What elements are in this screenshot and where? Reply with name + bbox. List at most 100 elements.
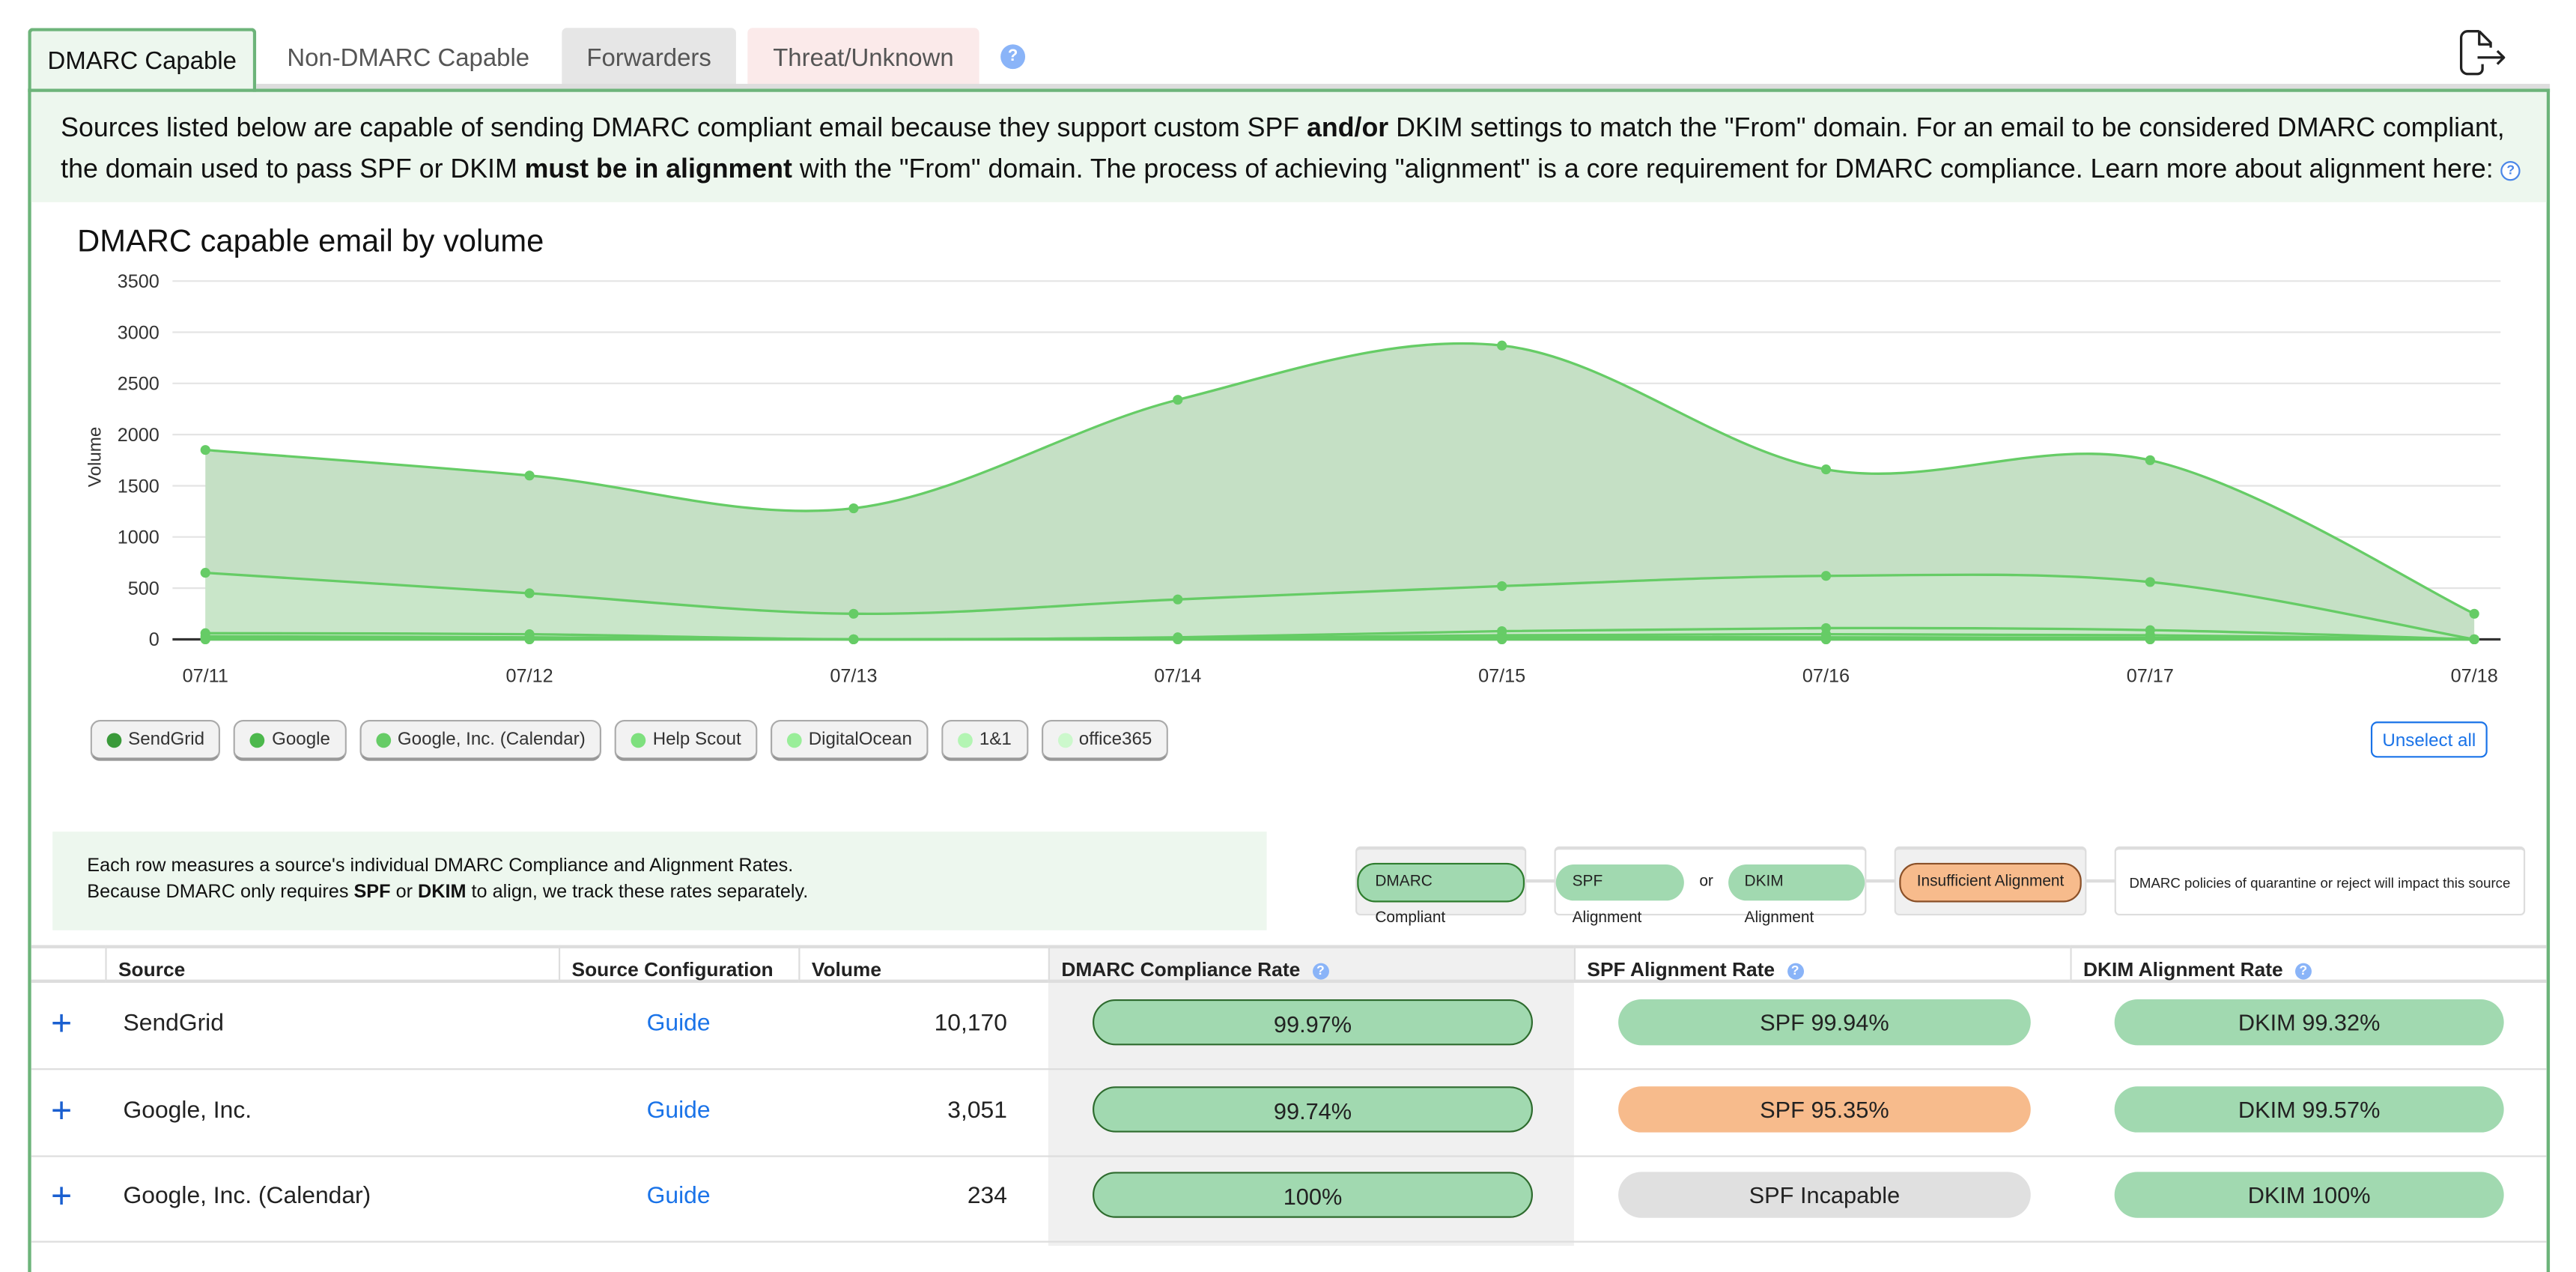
data-point[interactable]	[200, 445, 210, 455]
y-tick-label: 3000	[118, 322, 160, 343]
data-point[interactable]	[2145, 634, 2155, 645]
data-point[interactable]	[2469, 634, 2479, 645]
banner-bold: must be in alignment	[524, 154, 792, 184]
expand-row-icon[interactable]: +	[51, 1088, 73, 1130]
main-panel	[28, 88, 2551, 1272]
help-icon[interactable]: ?	[1787, 963, 1804, 980]
table-row[interactable]: + Google, Inc. (Calendar) Guide 234 100%…	[31, 1155, 2547, 1243]
legend-chip-digitalocean[interactable]: DigitalOcean	[771, 719, 929, 761]
chart-title: DMARC capable email by volume	[77, 225, 544, 260]
legend-dot-icon	[106, 732, 122, 748]
dkim-alignment-pill: DKIM 100%	[2114, 1172, 2504, 1218]
data-point[interactable]	[524, 588, 535, 599]
data-point[interactable]	[1820, 464, 1832, 475]
spf-alignment-pill: SPF Alignment	[1555, 863, 1685, 926]
y-tick-label: 1500	[118, 476, 160, 497]
banner-text: DKIM settings to match the "From" domain…	[61, 113, 2505, 184]
alignment-help-icon[interactable]: ?	[2500, 160, 2521, 181]
data-point[interactable]	[1173, 395, 1183, 405]
dkim-alignment-pill: DKIM 99.57%	[2114, 1085, 2504, 1132]
rates-info-box: Each row measures a source's individual …	[52, 832, 1267, 930]
help-icon[interactable]: ?	[1000, 44, 1026, 70]
header-dmarc-compliance-rate[interactable]: DMARC Compliance Rate ?	[1048, 945, 1574, 984]
spf-alignment-pill: SPF 99.94%	[1618, 999, 2031, 1046]
legend-chip-google[interactable]: Google	[234, 719, 347, 761]
volume-value: 3,051	[947, 1097, 1007, 1124]
dmarc-compliant-pill: DMARC Compliant	[1357, 861, 1525, 926]
data-point[interactable]	[1497, 581, 1507, 591]
data-point[interactable]	[1820, 634, 1832, 645]
header-volume[interactable]: Volume	[798, 945, 1048, 984]
info-line: Each row measures a source's individual …	[87, 856, 794, 876]
y-tick-label: 2000	[118, 425, 160, 446]
legend-label: 1&1	[979, 730, 1012, 750]
legend-chip-help-scout[interactable]: Help Scout	[615, 719, 758, 761]
guide-link[interactable]: Guide	[646, 1011, 711, 1038]
insufficient-alignment-pill: Insufficient Alignment	[1898, 861, 2083, 902]
volume-chart: 3500 3000 2500 2000 1500 1000 500 0 07/11 07/12 07…	[118, 271, 2501, 687]
guide-link[interactable]: Guide	[646, 1097, 711, 1124]
expand-column-header	[31, 945, 106, 984]
legend-compliant-box: DMARC Compliant	[1355, 846, 1527, 926]
tab-threat-unknown[interactable]: Threat/Unknown	[747, 28, 979, 89]
data-point[interactable]	[1173, 594, 1183, 605]
tab-forwarders[interactable]: Forwarders	[562, 28, 736, 89]
header-source[interactable]: Source	[105, 945, 559, 984]
data-point[interactable]	[1820, 571, 1832, 581]
help-icon[interactable]: ?	[1312, 963, 1329, 980]
y-tick-label: 3500	[118, 271, 160, 292]
legend-dot-icon	[631, 732, 646, 748]
series-line-2	[205, 626, 2475, 641]
data-point[interactable]	[848, 608, 859, 619]
legend-label: office365	[1078, 730, 1152, 750]
spf-alignment-pill: SPF Incapable	[1618, 1172, 2031, 1218]
expand-row-icon[interactable]: +	[51, 1175, 73, 1217]
data-point[interactable]	[848, 634, 859, 645]
volume-value: 10,170	[934, 1011, 1007, 1038]
data-point[interactable]	[1497, 340, 1507, 351]
tab-dmarc-capable[interactable]: DMARC Capable	[28, 28, 257, 92]
legend-dot-icon	[250, 732, 266, 748]
help-icon[interactable]: ?	[2294, 963, 2312, 980]
x-tick-label: 07/14	[1154, 666, 1201, 687]
y-tick-label: 2500	[118, 374, 160, 395]
series-area-0	[205, 343, 2475, 640]
data-point[interactable]	[2145, 455, 2155, 465]
data-point[interactable]	[524, 634, 535, 645]
header-dkim-alignment-rate[interactable]: DKIM Alignment Rate ?	[2070, 945, 2547, 984]
x-tick-label: 07/18	[2451, 666, 2498, 687]
banner-text: Sources listed below are capable of send…	[61, 113, 1307, 143]
file-export-icon[interactable]	[2456, 26, 2509, 87]
banner-text: with the "From" domain. The process of a…	[792, 154, 2494, 184]
data-point[interactable]	[200, 568, 210, 578]
tab-non-dmarc-capable[interactable]: Non-DMARC Capable	[287, 44, 530, 73]
dkim-alignment-pill: DKIM Alignment	[1728, 863, 1865, 926]
data-point[interactable]	[2145, 577, 2155, 587]
header-spf-alignment-rate[interactable]: SPF Alignment Rate ?	[1573, 945, 2071, 984]
table-row[interactable]: + Google, Inc. Guide 3,051 99.74% SPF 95…	[31, 1069, 2547, 1157]
data-point[interactable]	[524, 470, 535, 481]
or-label: or	[1699, 873, 1713, 891]
legend-chip-office365[interactable]: office365	[1041, 719, 1169, 761]
data-point[interactable]	[1497, 634, 1507, 645]
y-tick-label: 0	[149, 629, 160, 650]
y-tick-label: 1000	[118, 527, 160, 548]
series-area-1	[205, 572, 2475, 640]
data-point[interactable]	[2469, 608, 2479, 619]
dmarc-compliance-pill: 99.97%	[1093, 999, 1534, 1046]
source-name: Google, Inc.	[123, 1097, 252, 1124]
table-row[interactable]: + SendGrid Guide 10,170 99.97% SPF 99.94…	[31, 983, 2547, 1070]
x-tick-label: 07/11	[183, 666, 228, 687]
impact-text: DMARC policies of quarantine or reject w…	[2129, 873, 2511, 891]
legend-chip-1-1[interactable]: 1&1	[941, 719, 1028, 761]
unselect-all-button[interactable]: Unselect all	[2370, 721, 2488, 758]
legend-chip-google-inc-calendar-[interactable]: Google, Inc. (Calendar)	[359, 719, 602, 761]
header-source-configuration[interactable]: Source Configuration	[558, 945, 799, 984]
legend-chip-sendgrid[interactable]: SendGrid	[90, 719, 222, 761]
data-point[interactable]	[200, 634, 210, 645]
legend-label: DigitalOcean	[808, 730, 912, 750]
guide-link[interactable]: Guide	[646, 1183, 711, 1210]
data-point[interactable]	[848, 503, 859, 514]
expand-row-icon[interactable]: +	[51, 1002, 73, 1044]
data-point[interactable]	[1173, 634, 1183, 645]
